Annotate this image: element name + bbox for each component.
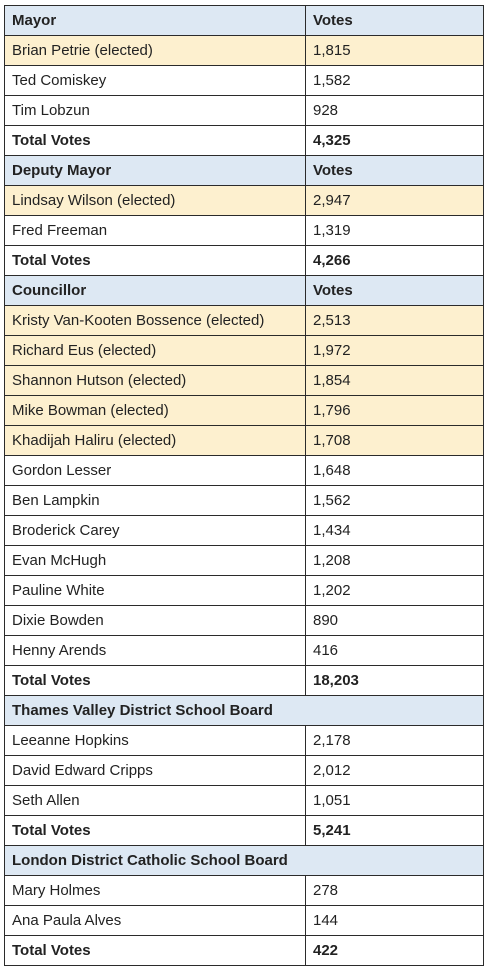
section-title: Deputy Mayor: [4, 155, 306, 186]
section-header-mayor: Mayor Votes: [4, 5, 484, 36]
candidate-name: Mary Holmes: [4, 875, 306, 906]
candidate-name: Kristy Van-Kooten Bossence (elected): [4, 305, 306, 336]
candidate-votes: 1,562: [305, 485, 484, 516]
results-body: Mayor Votes Brian Petrie (elected) 1,815 Ted…: [4, 5, 484, 966]
candidate-votes: 1,854: [305, 365, 484, 396]
candidate-row-mike-bowman: Mike Bowman (elected) 1,796: [4, 395, 484, 426]
candidate-row-gordon-lesser: Gordon Lesser 1,648: [4, 455, 484, 486]
candidate-votes: 2,947: [305, 185, 484, 216]
total-label: Total Votes: [4, 245, 306, 276]
candidate-votes: 1,796: [305, 395, 484, 426]
candidate-votes: 928: [305, 95, 484, 126]
candidate-votes: 1,208: [305, 545, 484, 576]
candidate-row-pauline-white: Pauline White 1,202: [4, 575, 484, 606]
candidate-name: Gordon Lesser: [4, 455, 306, 486]
candidate-row-brian-petrie: Brian Petrie (elected) 1,815: [4, 35, 484, 66]
total-row-mayor: Total Votes 4,325: [4, 125, 484, 156]
candidate-row-seth-allen: Seth Allen 1,051: [4, 785, 484, 816]
total-label: Total Votes: [4, 665, 306, 696]
candidate-name: Richard Eus (elected): [4, 335, 306, 366]
candidate-name: Ted Comiskey: [4, 65, 306, 96]
candidate-row-khadijah-haliru: Khadijah Haliru (elected) 1,708: [4, 425, 484, 456]
candidate-votes: 1,708: [305, 425, 484, 456]
candidate-row-shannon-hutson: Shannon Hutson (elected) 1,854: [4, 365, 484, 396]
section-header-deputy-mayor: Deputy Mayor Votes: [4, 155, 484, 186]
candidate-row-leeanne-hopkins: Leeanne Hopkins 2,178: [4, 725, 484, 756]
section-header-london-district-catholic-school-board: London District Catholic School Board: [4, 845, 484, 876]
candidate-votes: 2,178: [305, 725, 484, 756]
total-votes: 4,266: [305, 245, 484, 276]
candidate-name: Henny Arends: [4, 635, 306, 666]
candidate-votes: 1,815: [305, 35, 484, 66]
candidate-name: Pauline White: [4, 575, 306, 606]
section-title: Councillor: [4, 275, 306, 306]
section-header-thames-valley-district-school-board: Thames Valley District School Board: [4, 695, 484, 726]
candidate-name: Lindsay Wilson (elected): [4, 185, 306, 216]
candidate-name: Brian Petrie (elected): [4, 35, 306, 66]
total-votes: 5,241: [305, 815, 484, 846]
candidate-name: Broderick Carey: [4, 515, 306, 546]
candidate-votes: 1,051: [305, 785, 484, 816]
section-title: Mayor: [4, 5, 306, 36]
total-label: Total Votes: [4, 815, 306, 846]
candidate-votes: 1,202: [305, 575, 484, 606]
section-title: Thames Valley District School Board: [4, 695, 484, 726]
total-votes: 18,203: [305, 665, 484, 696]
candidate-row-lindsay-wilson: Lindsay Wilson (elected) 2,947: [4, 185, 484, 216]
total-label: Total Votes: [4, 935, 306, 966]
candidate-votes: 1,648: [305, 455, 484, 486]
total-row-deputy-mayor: Total Votes 4,266: [4, 245, 484, 276]
candidate-row-mary-holmes: Mary Holmes 278: [4, 875, 484, 906]
candidate-name: Ben Lampkin: [4, 485, 306, 516]
candidate-row-ben-lampkin: Ben Lampkin 1,562: [4, 485, 484, 516]
candidate-name: Evan McHugh: [4, 545, 306, 576]
candidate-name: Ana Paula Alves: [4, 905, 306, 936]
candidate-name: David Edward Cripps: [4, 755, 306, 786]
candidate-row-evan-mchugh: Evan McHugh 1,208: [4, 545, 484, 576]
total-row-london-district-catholic-school-board: Total Votes 422: [4, 935, 484, 966]
candidate-votes: 2,513: [305, 305, 484, 336]
total-votes: 422: [305, 935, 484, 966]
candidate-row-dixie-bowden: Dixie Bowden 890: [4, 605, 484, 636]
candidate-name: Mike Bowman (elected): [4, 395, 306, 426]
total-row-thames-valley-district-school-board: Total Votes 5,241: [4, 815, 484, 846]
candidate-votes: 1,319: [305, 215, 484, 246]
candidate-name: Shannon Hutson (elected): [4, 365, 306, 396]
total-label: Total Votes: [4, 125, 306, 156]
candidate-votes: 1,582: [305, 65, 484, 96]
votes-column-header: Votes: [305, 275, 484, 306]
section-header-councillor: Councillor Votes: [4, 275, 484, 306]
candidate-votes: 1,972: [305, 335, 484, 366]
candidate-votes: 416: [305, 635, 484, 666]
candidate-row-david-edward-cripps: David Edward Cripps 2,012: [4, 755, 484, 786]
total-votes: 4,325: [305, 125, 484, 156]
candidate-row-ana-paula-alves: Ana Paula Alves 144: [4, 905, 484, 936]
candidate-name: Dixie Bowden: [4, 605, 306, 636]
candidate-row-richard-eus: Richard Eus (elected) 1,972: [4, 335, 484, 366]
candidate-row-henny-arends: Henny Arends 416: [4, 635, 484, 666]
election-results-table: Mayor Votes Brian Petrie (elected) 1,815 Ted…: [4, 5, 484, 966]
votes-column-header: Votes: [305, 155, 484, 186]
total-row-councillor: Total Votes 18,203: [4, 665, 484, 696]
candidate-votes: 2,012: [305, 755, 484, 786]
candidate-votes: 1,434: [305, 515, 484, 546]
candidate-name: Fred Freeman: [4, 215, 306, 246]
candidate-votes: 278: [305, 875, 484, 906]
candidate-row-fred-freeman: Fred Freeman 1,319: [4, 215, 484, 246]
section-title: London District Catholic School Board: [4, 845, 484, 876]
candidate-name: Khadijah Haliru (elected): [4, 425, 306, 456]
candidate-votes: 890: [305, 605, 484, 636]
candidate-name: Leeanne Hopkins: [4, 725, 306, 756]
candidate-row-broderick-carey: Broderick Carey 1,434: [4, 515, 484, 546]
candidate-votes: 144: [305, 905, 484, 936]
candidate-name: Seth Allen: [4, 785, 306, 816]
candidate-row-kristy-van-kooten-bossence: Kristy Van-Kooten Bossence (elected) 2,51…: [4, 305, 484, 336]
votes-column-header: Votes: [305, 5, 484, 36]
candidate-name: Tim Lobzun: [4, 95, 306, 126]
candidate-row-ted-comiskey: Ted Comiskey 1,582: [4, 65, 484, 96]
candidate-row-tim-lobzun: Tim Lobzun 928: [4, 95, 484, 126]
